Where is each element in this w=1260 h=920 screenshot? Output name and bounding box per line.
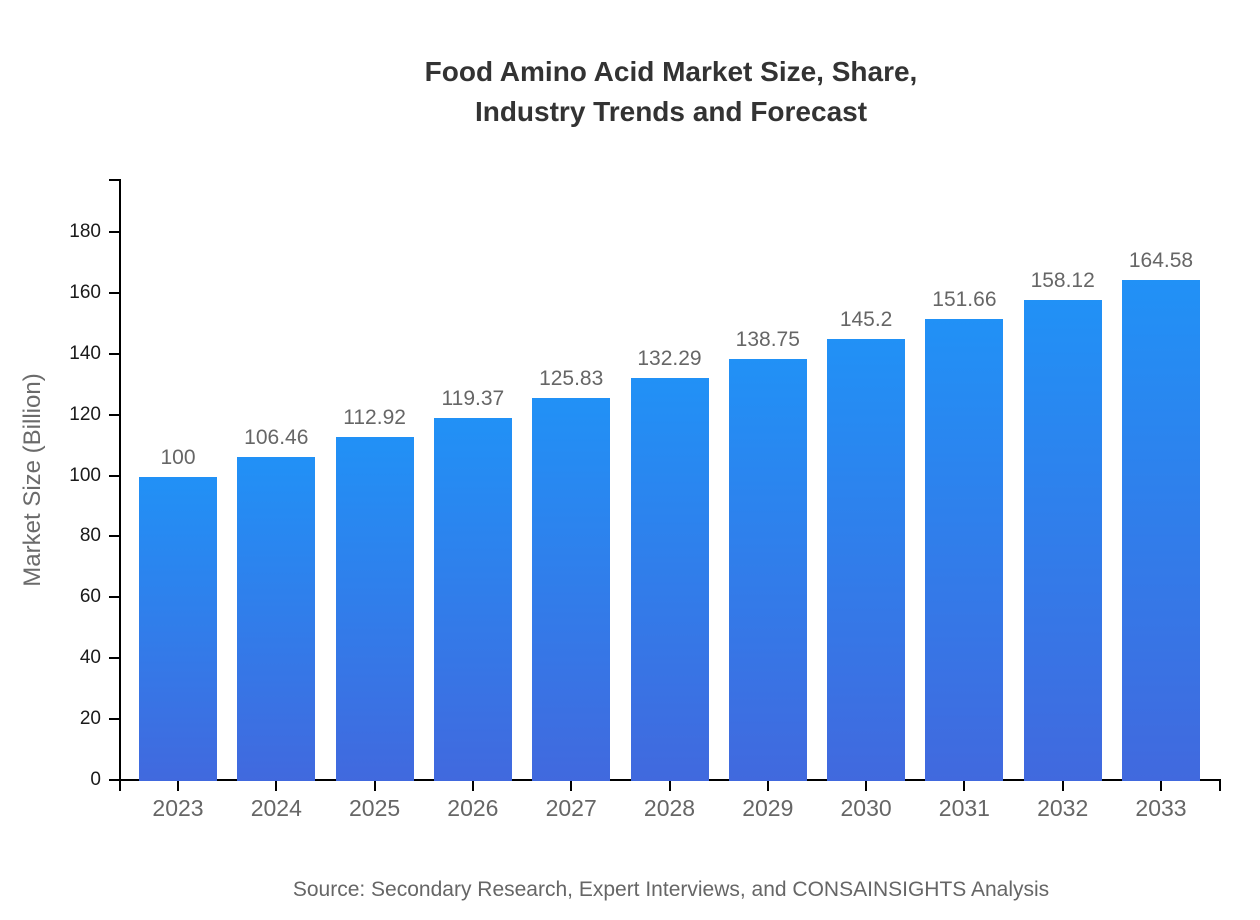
bar <box>827 338 906 781</box>
y-tick <box>109 535 119 538</box>
y-tick-label: 180 <box>69 221 101 242</box>
bar <box>335 437 414 781</box>
chart-title-line-1: Food Amino Acid Market Size, Share, <box>424 56 918 87</box>
bar-value-label: 119.37 <box>441 386 505 410</box>
x-tick-label: 2025 <box>349 795 401 821</box>
x-tick-label: 2030 <box>840 795 892 821</box>
x-tick-label: 2023 <box>152 795 204 821</box>
y-tick-label: 120 <box>69 403 101 425</box>
y-tick-label: 80 <box>79 525 101 547</box>
bar <box>1023 299 1102 781</box>
y-tick <box>109 231 119 233</box>
bar-value-label: 100 <box>160 445 196 469</box>
bar-value-label: 164.58 <box>1128 248 1194 272</box>
y-tick <box>109 413 119 416</box>
bar-value-label: 132.29 <box>637 347 702 371</box>
bar-value-label: 158.12 <box>1030 268 1095 292</box>
y-tick <box>109 779 119 781</box>
chart-title: Food Amino Acid Market Size, Share, Indu… <box>121 52 1221 132</box>
bar <box>433 417 512 781</box>
y-axis-line <box>119 179 121 791</box>
x-tick <box>865 781 868 791</box>
x-tick-label: 2028 <box>643 795 696 821</box>
bar <box>139 476 217 781</box>
bar <box>532 397 611 781</box>
x-tick <box>275 781 278 791</box>
bar <box>237 456 316 781</box>
bar-value-label: 106.46 <box>244 425 309 449</box>
x-tick-label: 2026 <box>447 795 499 821</box>
x-axis-end-cap-tick <box>1219 781 1221 791</box>
bar <box>925 319 1004 781</box>
y-tick <box>109 718 119 721</box>
y-tick-label: 0 <box>90 769 101 790</box>
bar <box>728 358 807 781</box>
bar-value-label: 138.75 <box>735 327 800 351</box>
y-tick-label: 60 <box>79 586 101 608</box>
x-tick <box>963 781 966 791</box>
x-tick <box>373 781 376 791</box>
bar-value-label: 151.66 <box>932 288 997 312</box>
y-tick-label: 20 <box>79 708 101 730</box>
bar <box>630 378 709 781</box>
source-note: Source: Secondary Research, Expert Inter… <box>292 878 1050 901</box>
y-axis-end-cap-tick <box>109 179 119 181</box>
x-tick-label: 2033 <box>1135 795 1187 821</box>
x-tick <box>471 781 474 791</box>
y-tick <box>109 352 119 355</box>
y-tick-label: 100 <box>69 464 101 486</box>
x-tick-label: 2027 <box>545 795 597 821</box>
x-tick-label: 2029 <box>742 795 794 821</box>
bar-value-label: 125.83 <box>539 366 604 390</box>
y-tick <box>109 657 119 660</box>
bar-value-label: 145.2 <box>839 307 893 331</box>
bar-value-label: 112.92 <box>343 406 406 430</box>
x-tick <box>668 781 671 791</box>
x-tick-label: 2024 <box>250 795 302 821</box>
x-tick <box>177 781 179 791</box>
x-tick <box>1160 781 1162 791</box>
y-tick <box>109 474 119 477</box>
x-tick <box>570 781 573 791</box>
x-tick-label: 2031 <box>938 795 990 821</box>
chart-title-line-2: Industry Trends and Forecast <box>474 96 868 127</box>
x-tick <box>1061 781 1064 791</box>
x-tick <box>766 781 769 791</box>
bar <box>1122 279 1200 781</box>
x-tick-label: 2032 <box>1037 795 1089 821</box>
y-tick <box>109 596 119 599</box>
y-tick-label: 160 <box>69 281 101 303</box>
y-tick <box>109 291 119 294</box>
y-tick-label: 140 <box>69 342 101 364</box>
y-tick-label: 40 <box>79 647 101 669</box>
